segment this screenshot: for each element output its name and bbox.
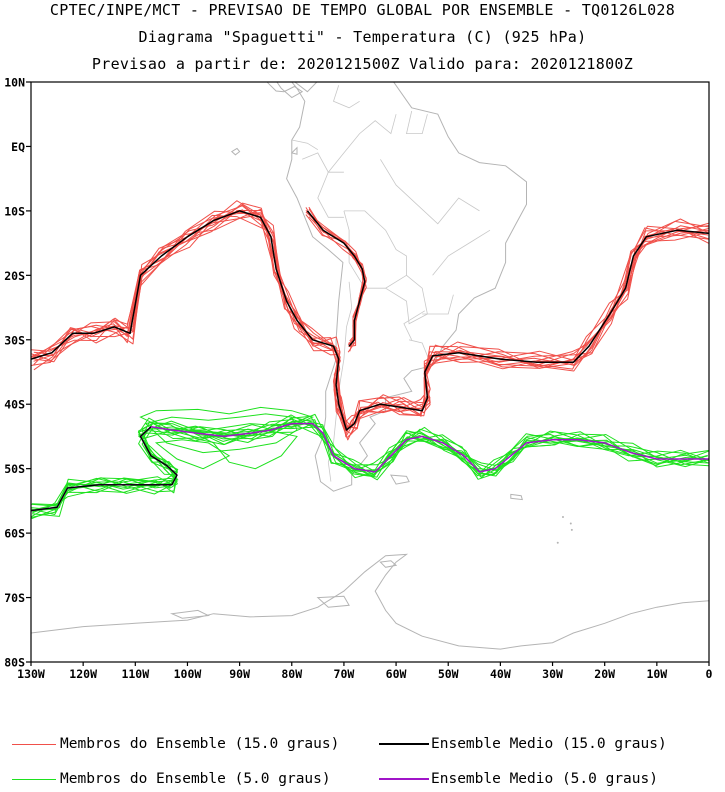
island-coast [169, 609, 211, 619]
member-5-line [32, 422, 709, 513]
member-5-line [32, 415, 709, 517]
mean-5-control-line [31, 426, 178, 512]
mean-15-line [31, 210, 709, 431]
lon-tick-label: 100W [174, 667, 202, 681]
country-border [380, 159, 480, 225]
lon-tick-label: 0 [706, 667, 713, 681]
country-border [291, 139, 319, 151]
member-15-line [33, 209, 709, 428]
member-15-line [31, 214, 709, 439]
legend-item-mean-15: Ensemble Medio (15.0 graus) [379, 736, 667, 752]
country-border [333, 85, 360, 109]
lon-tick-label: 80W [281, 667, 302, 681]
header-title-line-2: Diagrama "Spaguetti" - Temperatura (C) (… [138, 28, 587, 46]
mean-5-line [31, 422, 709, 512]
lat-tick-label: 20S [4, 269, 25, 283]
lon-tick-label: 10W [646, 667, 667, 681]
legend-label-members-15: Membros do Ensemble (15.0 graus) [60, 736, 340, 752]
legend-item-mean-5: Ensemble Medio (5.0 graus) [379, 771, 658, 787]
lat-tick-label: 80S [4, 656, 25, 670]
legend-item-members-5: Membros do Ensemble (5.0 graus) [12, 771, 331, 787]
members-15-layer [31, 200, 709, 441]
member-5-line [31, 413, 709, 515]
legend-item-members-15: Membros do Ensemble (15.0 graus) [12, 736, 339, 752]
country-border [302, 152, 344, 218]
island-coast [510, 493, 523, 501]
country-border [432, 229, 491, 276]
members-5-layer [31, 406, 709, 520]
legend-swatch-red [12, 743, 56, 745]
legend-swatch-black [379, 743, 429, 745]
small-island [561, 516, 564, 518]
lat-tick-label: 70S [4, 591, 25, 605]
member-15-andes-line [308, 213, 367, 342]
island-coast [230, 147, 241, 156]
map-frame [30, 81, 710, 663]
ensemble-mean-layer [31, 210, 709, 512]
lon-tick-label: 50W [438, 667, 459, 681]
lon-tick-label: 70W [334, 667, 355, 681]
member-15-andes-line [305, 214, 364, 347]
member-5-loop [139, 406, 314, 431]
central-america-coast [266, 82, 304, 99]
member-5-line [31, 420, 708, 511]
member-5-line [31, 414, 708, 520]
legend-swatch-purple [379, 778, 429, 780]
legend: Membros do Ensemble (15.0 graus) Ensembl… [0, 730, 725, 792]
lat-tick-label: 60S [4, 527, 25, 541]
lat-tick-label: 30S [4, 333, 25, 347]
lon-tick-label: 30W [542, 667, 563, 681]
member-5-line [31, 420, 709, 512]
lon-tick-label: 90W [229, 667, 250, 681]
member-5-line [32, 422, 709, 514]
member-15-line [31, 212, 709, 441]
lon-tick-label: 110W [121, 667, 149, 681]
member-5-line [31, 416, 709, 519]
legend-label-mean-15: Ensemble Medio (15.0 graus) [431, 736, 667, 752]
island-coast [379, 560, 398, 568]
island-coast [389, 474, 410, 485]
country-border [422, 294, 454, 315]
header-title-line-1: CPTEC/INPE/MCT - PREVISAO DE TEMPO GLOBA… [49, 1, 676, 19]
coastline-layer [31, 82, 709, 650]
country-border [403, 310, 426, 340]
lon-tick-label: 130W [17, 667, 45, 681]
member-15-line [33, 210, 709, 438]
lon-tick-label: 60W [386, 667, 407, 681]
country-border [327, 114, 397, 173]
small-island [570, 528, 573, 531]
island-coast [316, 595, 350, 608]
lat-tick-label: 50S [4, 462, 25, 476]
lat-tick-label: 10N [4, 76, 25, 90]
lat-tick-label: 40S [4, 398, 25, 412]
lon-tick-label: 40W [490, 667, 511, 681]
antarctica-coast [31, 553, 709, 650]
legend-swatch-green [12, 778, 56, 780]
country-border [409, 339, 431, 363]
country-border [405, 110, 428, 134]
legend-label-members-5: Membros do Ensemble (5.0 graus) [60, 771, 331, 787]
header-title-line-3: Previsao a partir de: 2020121500Z Valido… [91, 55, 634, 73]
member-5-loop [154, 439, 231, 470]
country-border [385, 274, 428, 325]
lon-tick-label: 20W [594, 667, 615, 681]
small-island [556, 541, 559, 544]
lat-tick-label: 10S [4, 204, 25, 218]
lat-tick-label: EQ [11, 140, 25, 154]
small-island [569, 522, 572, 525]
legend-label-mean-5: Ensemble Medio (5.0 graus) [431, 771, 658, 787]
lon-tick-label: 120W [69, 667, 97, 681]
mean-15-andes-line [306, 210, 366, 347]
island-coast [290, 146, 298, 155]
